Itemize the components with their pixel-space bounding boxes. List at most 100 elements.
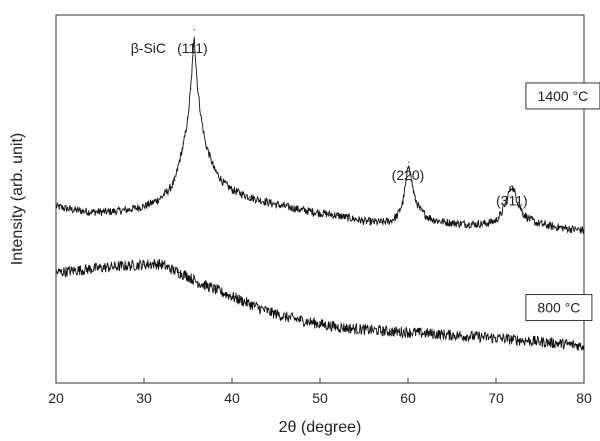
data-point xyxy=(354,218,356,220)
data-point xyxy=(169,187,171,189)
data-point xyxy=(486,222,488,224)
data-point xyxy=(187,117,189,119)
data-point xyxy=(583,345,585,347)
data-point xyxy=(213,168,215,171)
data-point xyxy=(543,224,546,226)
data-point xyxy=(275,203,277,206)
data-point xyxy=(187,275,189,277)
data-point xyxy=(152,263,154,265)
data-point xyxy=(161,263,163,266)
data-point xyxy=(565,343,568,345)
temperature-label-box: 800 °C xyxy=(525,294,593,322)
data-point xyxy=(192,51,194,53)
data-point xyxy=(517,202,519,204)
data-point xyxy=(301,209,303,211)
data-point xyxy=(535,222,538,224)
data-point xyxy=(190,88,192,90)
peak-annotation: (111) xyxy=(177,40,208,56)
data-point xyxy=(337,214,339,217)
data-point xyxy=(90,268,92,270)
data-point xyxy=(505,202,507,204)
data-point xyxy=(477,223,479,225)
data-point xyxy=(508,191,510,193)
data-point xyxy=(426,216,428,218)
data-point xyxy=(319,212,321,214)
data-point xyxy=(152,202,154,204)
temperature-label: 800 °C xyxy=(537,300,580,316)
data-point xyxy=(565,227,568,230)
data-point xyxy=(143,205,145,207)
legend-boxes: 1400 °C 800 °C xyxy=(525,82,600,322)
temperature-label: 1400 °C xyxy=(538,88,589,104)
data-point xyxy=(414,198,416,200)
y-axis-title: Intensity (arb. unit) xyxy=(9,133,26,266)
peak-annotation: (220) xyxy=(392,167,425,183)
data-point xyxy=(402,202,404,204)
data-point xyxy=(108,211,110,213)
temperature-label-box: 1400 °C xyxy=(525,82,600,110)
data-point xyxy=(363,329,365,331)
x-tick-label: 60 xyxy=(400,390,416,406)
series-layer xyxy=(55,29,585,351)
data-point xyxy=(161,196,163,198)
data-point xyxy=(249,196,251,198)
data-point xyxy=(552,226,554,228)
data-point xyxy=(451,334,453,336)
data-point xyxy=(231,295,233,298)
data-point xyxy=(389,220,391,222)
data-point xyxy=(197,88,199,90)
data-point xyxy=(410,180,413,182)
data-point xyxy=(407,331,409,333)
data-point xyxy=(174,180,176,182)
data-point xyxy=(169,268,171,270)
x-tick-label: 20 xyxy=(48,390,64,406)
data-point xyxy=(125,209,127,211)
data-point xyxy=(451,222,453,224)
data-point xyxy=(495,337,497,339)
data-point xyxy=(396,214,399,217)
data-point xyxy=(433,219,435,221)
x-ticks: 20 30 40 50 60 70 80 xyxy=(48,378,592,406)
data-point xyxy=(495,219,497,221)
annotations: β-SiC (111) (220) (311) xyxy=(131,40,528,209)
data-point xyxy=(194,51,196,53)
peak-annotation: β-SiC xyxy=(131,40,166,56)
data-point xyxy=(222,181,224,184)
data-point xyxy=(500,213,502,215)
x-tick-label: 40 xyxy=(224,390,240,406)
data-point xyxy=(319,323,321,325)
data-point xyxy=(511,185,513,187)
data-point xyxy=(389,330,391,333)
x-tick-label: 80 xyxy=(576,390,592,406)
data-point xyxy=(381,221,383,223)
data-point xyxy=(200,117,202,119)
data-point xyxy=(528,218,531,220)
data-point xyxy=(469,223,471,225)
data-point xyxy=(193,29,195,31)
x-tick-label: 70 xyxy=(488,390,504,406)
data-point xyxy=(249,303,251,305)
data-point xyxy=(337,326,339,328)
data-point xyxy=(513,191,516,193)
data-point xyxy=(284,316,286,318)
data-point xyxy=(513,338,515,341)
data-point xyxy=(425,332,427,334)
data-point xyxy=(108,266,110,268)
data-point xyxy=(73,209,75,211)
data-point xyxy=(55,272,57,274)
data-point xyxy=(522,213,524,215)
data-point xyxy=(408,161,410,163)
data-point xyxy=(213,288,215,290)
x-tick-label: 30 xyxy=(136,390,152,406)
data-point xyxy=(363,220,365,222)
data-point xyxy=(442,221,444,223)
data-point xyxy=(231,189,233,191)
data-point xyxy=(178,272,180,274)
data-point xyxy=(460,223,462,225)
data-point xyxy=(178,161,180,163)
data-point xyxy=(419,209,421,211)
x-axis-title: 2θ (degree) xyxy=(279,419,362,436)
data-point xyxy=(301,319,303,322)
x-tick-label: 50 xyxy=(312,390,328,406)
